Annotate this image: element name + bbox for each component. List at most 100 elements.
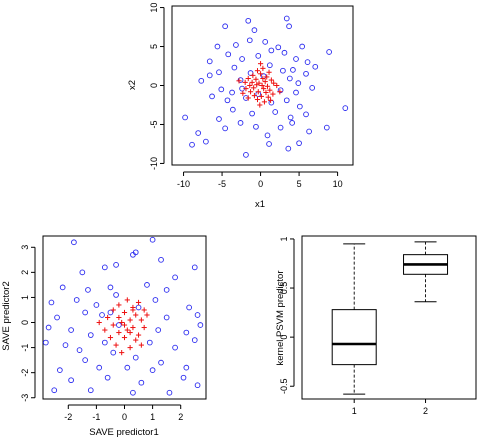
circle-point bbox=[253, 123, 259, 130]
circle-point bbox=[155, 327, 162, 333]
plus-point bbox=[236, 78, 242, 84]
circle-point bbox=[297, 103, 303, 110]
circle-point bbox=[51, 387, 58, 394]
circle-point bbox=[309, 84, 316, 91]
circle-point bbox=[323, 124, 330, 131]
plus-point bbox=[116, 314, 122, 321]
x-tick-label: 2 bbox=[178, 412, 183, 422]
x-tick-label: 0 bbox=[258, 179, 263, 189]
plus-point bbox=[116, 302, 122, 308]
circle-point bbox=[299, 43, 306, 50]
circle-point bbox=[158, 256, 164, 263]
circle-point bbox=[82, 357, 89, 363]
circle-point bbox=[172, 344, 178, 351]
circle-point bbox=[158, 359, 164, 366]
plus-point bbox=[260, 65, 266, 71]
plus-point bbox=[251, 85, 257, 91]
circle-point bbox=[87, 332, 94, 338]
circle-point bbox=[260, 73, 267, 79]
circle-point bbox=[293, 89, 299, 96]
plus-point bbox=[249, 79, 255, 85]
circle-point bbox=[101, 339, 108, 346]
circle-point bbox=[237, 77, 244, 83]
plus-point bbox=[254, 96, 261, 103]
plus-series bbox=[96, 297, 150, 356]
x-tick-label: 1 bbox=[352, 406, 357, 416]
plus-point bbox=[253, 76, 259, 82]
plot-frame bbox=[42, 235, 207, 400]
y-tick-label: 10 bbox=[149, 3, 159, 13]
panel-2: -3 -2 -1 0 1 2 3 SAVE predictor2 -2 -1 0 1 2 SAVE pre… bbox=[1, 235, 207, 438]
circle-point bbox=[132, 354, 139, 361]
circle-point bbox=[312, 63, 319, 70]
circle-point bbox=[57, 367, 63, 374]
y-tick-label: -10 bbox=[149, 157, 159, 170]
plus-point bbox=[127, 344, 133, 351]
circle-series bbox=[182, 15, 349, 158]
plus-point bbox=[124, 297, 130, 303]
circle-point bbox=[197, 322, 204, 328]
circle-point bbox=[283, 97, 290, 104]
circle-point bbox=[113, 292, 119, 298]
plus-point bbox=[257, 102, 263, 108]
plus-point bbox=[274, 82, 280, 89]
plus-point bbox=[245, 75, 251, 82]
x-axis-label: SAVE predictor1 bbox=[89, 427, 159, 438]
circle-point bbox=[68, 377, 74, 384]
circle-point bbox=[277, 124, 284, 131]
circle-point bbox=[209, 93, 215, 100]
circle-series bbox=[42, 236, 204, 396]
circle-point bbox=[295, 80, 302, 87]
plus-point bbox=[270, 91, 276, 97]
x-tick-label: 1 bbox=[150, 412, 155, 422]
circle-point bbox=[107, 284, 114, 291]
plus-point bbox=[127, 317, 133, 323]
plus-point bbox=[261, 99, 268, 105]
circle-point bbox=[268, 47, 275, 54]
circle-point bbox=[303, 70, 309, 77]
plus-point bbox=[268, 77, 274, 83]
circle-point bbox=[225, 51, 232, 58]
plus-point bbox=[107, 334, 114, 341]
circle-point bbox=[71, 239, 77, 246]
circle-point bbox=[290, 67, 296, 73]
circle-point bbox=[293, 56, 299, 62]
circle-point bbox=[281, 49, 288, 56]
boxplot-2 bbox=[403, 241, 449, 303]
circle-point bbox=[283, 15, 290, 22]
circle-point bbox=[246, 37, 253, 44]
circle-point bbox=[132, 249, 139, 256]
plus-point bbox=[271, 80, 277, 86]
plus-point bbox=[121, 334, 128, 341]
plus-point bbox=[119, 319, 125, 326]
plus-point bbox=[116, 329, 122, 336]
circle-point bbox=[146, 339, 153, 346]
circle-point bbox=[104, 374, 111, 381]
circle-point bbox=[268, 99, 275, 106]
circle-point bbox=[186, 304, 192, 311]
plus-point bbox=[144, 312, 150, 318]
circle-point bbox=[306, 128, 312, 135]
circle-point bbox=[266, 141, 272, 147]
plus-point bbox=[243, 86, 249, 92]
y-axis-label: kernel PSVM predictor bbox=[275, 270, 286, 365]
plus-point bbox=[141, 324, 147, 331]
y-tick-label: 1 bbox=[20, 295, 30, 300]
circle-point bbox=[99, 312, 105, 318]
circle-point bbox=[54, 314, 60, 321]
circle-point bbox=[59, 284, 66, 291]
circle-point bbox=[76, 347, 83, 353]
plus-point bbox=[258, 93, 264, 100]
y-tick-label: -2 bbox=[20, 369, 30, 377]
plus-point bbox=[121, 322, 128, 328]
circle-point bbox=[289, 120, 296, 126]
y-tick-label: 0 bbox=[149, 83, 159, 88]
panel-3: -0.5 0 0.5 1 kernel PSVM predictor 1 2 bbox=[275, 235, 477, 416]
plus-point bbox=[105, 314, 111, 321]
circle-point bbox=[79, 269, 86, 276]
circle-point bbox=[218, 86, 225, 93]
circle-point bbox=[152, 297, 159, 303]
circle-point bbox=[222, 23, 228, 30]
x-tick-label: 5 bbox=[297, 179, 302, 189]
